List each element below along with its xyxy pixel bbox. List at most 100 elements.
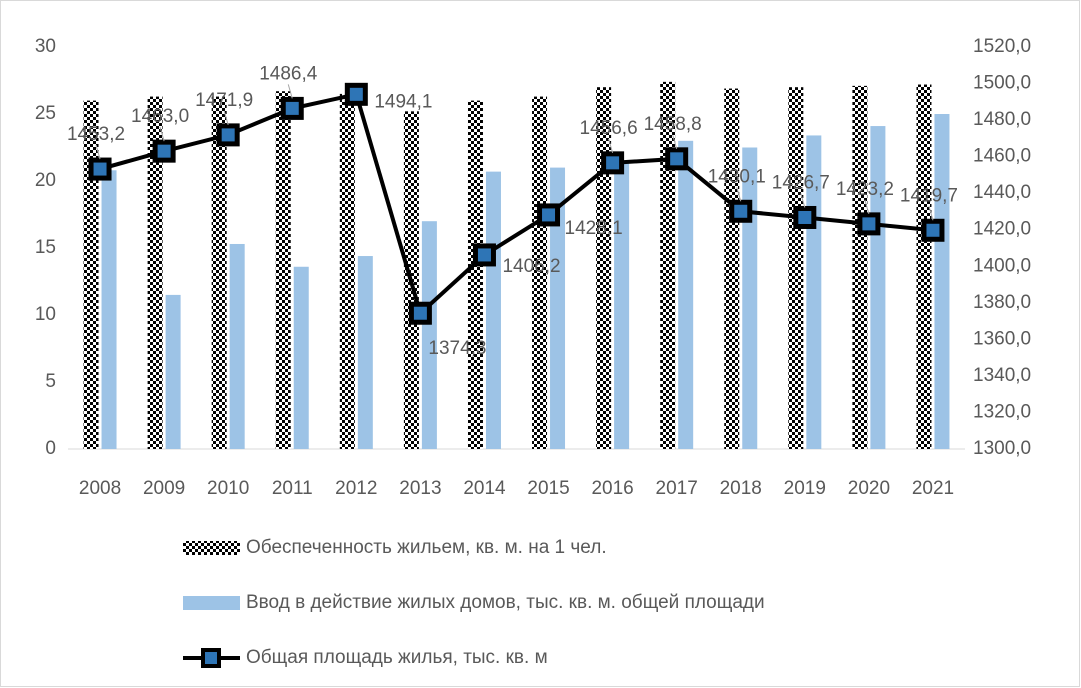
x-tick-label: 2008 (79, 478, 121, 499)
bar (742, 147, 758, 449)
bar (101, 170, 117, 449)
legend-swatch (183, 596, 240, 610)
y2-tick-label: 1300,0 (973, 438, 1031, 459)
leader-line (864, 199, 870, 215)
bar (165, 294, 181, 449)
data-label: 1426,7 (772, 173, 830, 194)
x-tick-label: 2014 (463, 478, 506, 499)
y2-tick-label: 1360,0 (973, 328, 1031, 349)
bar (852, 85, 868, 450)
marker (857, 212, 881, 236)
marker (344, 82, 368, 106)
x-tick-label: 2016 (591, 478, 633, 499)
legend-swatch (183, 541, 240, 555)
x-tick-label: 2012 (335, 478, 377, 499)
bar (596, 87, 612, 449)
bar (934, 114, 950, 449)
y2-tick-label: 1460,0 (973, 146, 1031, 167)
leader-line (159, 127, 165, 142)
y2-tick-label: 1380,0 (973, 292, 1031, 313)
bar (339, 93, 355, 450)
leader-line (800, 193, 806, 208)
y-tick-label: 25 (35, 103, 56, 124)
bar (421, 221, 437, 449)
data-label: 1456,6 (580, 118, 638, 139)
y2-tick-label: 1320,0 (973, 401, 1031, 422)
marker (601, 151, 625, 175)
x-tick-label: 2009 (143, 478, 185, 499)
marker (408, 301, 432, 325)
legend-label: Общая площадь жилья, тыс. кв. м (246, 647, 548, 668)
data-label: 1419,7 (900, 185, 958, 206)
marker (280, 96, 304, 120)
data-label: 1374,3 (428, 338, 486, 359)
x-tick-label: 2015 (527, 478, 569, 499)
x-tick-label: 2017 (656, 478, 698, 499)
x-tick-label: 2013 (399, 478, 441, 499)
bar (678, 140, 694, 450)
bar (485, 171, 501, 449)
marker (729, 199, 753, 223)
y2-tick-label: 1400,0 (973, 255, 1031, 276)
leader-line (672, 134, 678, 149)
bar (916, 84, 932, 450)
legend-label: Ввод в действие жилых домов, тыс. кв. м.… (246, 592, 765, 613)
data-label: 1430,1 (708, 166, 766, 187)
bar (788, 87, 804, 449)
leader-line (928, 206, 934, 221)
data-label: 1423,2 (836, 179, 894, 200)
bar (229, 243, 245, 449)
y2-tick-label: 1500,0 (973, 73, 1031, 94)
bar (275, 91, 291, 449)
marker (88, 157, 112, 181)
leader-line (608, 138, 614, 153)
data-label: 1428,1 (565, 218, 623, 239)
bar (211, 96, 227, 449)
data-label: 1458,8 (644, 114, 702, 135)
marker (152, 139, 176, 163)
bar (724, 88, 740, 449)
bar (660, 81, 676, 449)
marker (793, 205, 817, 229)
marker (665, 147, 689, 171)
y2-tick-label: 1440,0 (973, 182, 1031, 203)
x-tick-label: 2021 (912, 478, 954, 499)
y-tick-label: 15 (35, 237, 56, 258)
x-tick-label: 2019 (784, 478, 826, 499)
data-label: 1463,0 (131, 106, 189, 127)
bar (467, 100, 483, 449)
bar (83, 100, 99, 449)
leader-line (95, 144, 101, 160)
bar (357, 256, 373, 449)
y-tick-label: 5 (45, 371, 56, 392)
legend-marker (201, 648, 221, 668)
y-tick-label: 20 (35, 170, 56, 191)
bar (550, 167, 566, 449)
marker (921, 218, 945, 242)
legend-label: Обеспеченность жильем, кв. м. на 1 чел. (246, 537, 607, 558)
bar (293, 266, 309, 449)
data-label: 1486,4 (259, 63, 318, 84)
leader-line (287, 84, 293, 99)
marker (537, 203, 561, 227)
y2-tick-label: 1420,0 (973, 219, 1031, 240)
marker (472, 243, 496, 267)
data-label: 1471,9 (195, 90, 253, 111)
y-tick-label: 10 (35, 304, 56, 325)
y-tick-label: 30 (35, 36, 56, 57)
y2-tick-label: 1480,0 (973, 109, 1031, 130)
leader-line (736, 187, 742, 202)
marker (216, 123, 240, 147)
bar (614, 160, 630, 449)
x-tick-label: 2010 (207, 478, 249, 499)
data-label: 1406,2 (502, 256, 560, 277)
y-tick-label: 0 (45, 438, 56, 459)
x-tick-label: 2020 (848, 478, 890, 499)
y2-tick-label: 1340,0 (973, 365, 1031, 386)
data-label: 1453,2 (67, 124, 125, 145)
y2-tick-label: 1520,0 (973, 36, 1031, 57)
bar (147, 96, 163, 449)
x-tick-label: 2018 (720, 478, 762, 499)
